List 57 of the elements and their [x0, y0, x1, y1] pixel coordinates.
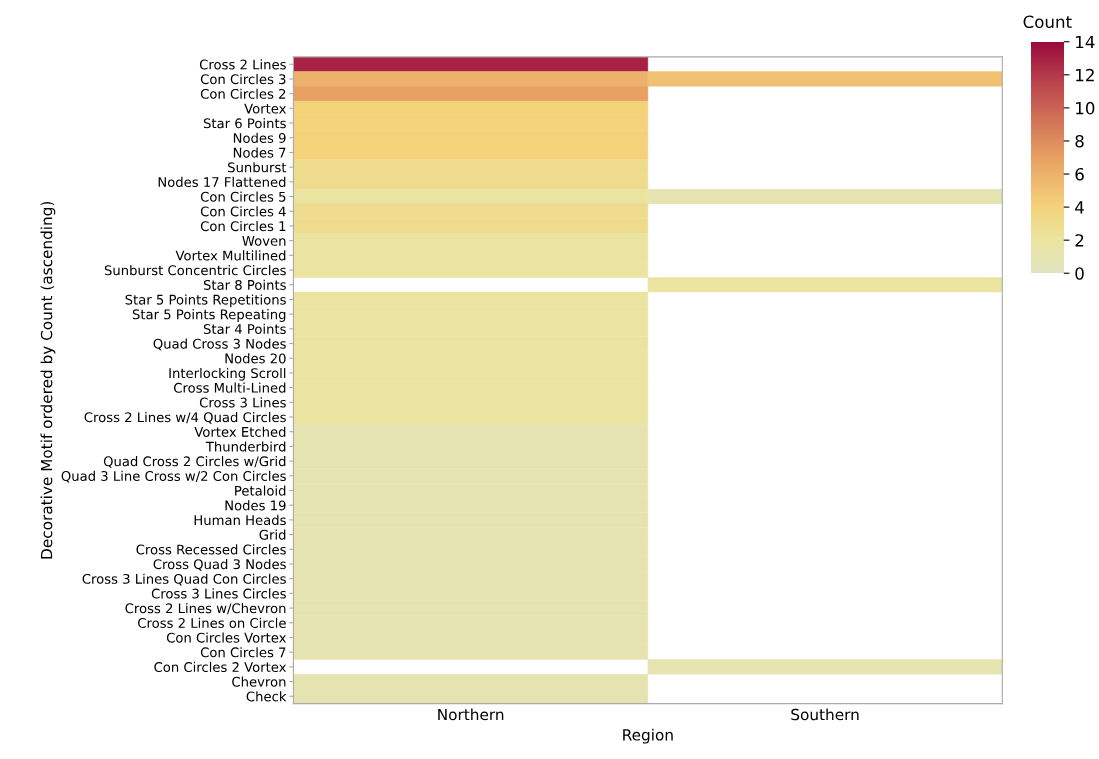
y-tick-label: Con Circles 1	[200, 220, 286, 232]
y-tick-label: Human Heads	[194, 514, 286, 526]
y-tick-label: Vortex Multilined	[175, 250, 286, 261]
y-tick-label: Star 8 Points	[203, 279, 286, 290]
y-tick-label: Nodes 9	[233, 132, 286, 143]
x-tick-label: Northern	[438, 708, 504, 721]
color-bar-label: 2	[1075, 234, 1084, 247]
color-bar-label: 0	[1075, 267, 1084, 280]
y-tick-label: Interlocking Scroll	[169, 367, 286, 381]
y-tick-label: Vortex Etched	[194, 426, 286, 437]
x-tick-label: Southern	[791, 708, 859, 721]
color-bar-label: 12	[1076, 68, 1094, 82]
y-tick-label: Quad Cross 3 Nodes	[153, 338, 286, 351]
y-axis-title: Decorative Motif ordered by Count (ascending)	[40, 201, 56, 559]
y-tick-label: Nodes 7	[233, 147, 286, 158]
y-tick-label: Con Circles 3	[200, 73, 286, 85]
y-tick-label: Cross 3 Lines	[199, 397, 286, 408]
y-tick-label: Vortex	[244, 103, 287, 114]
color-bar-label: 4	[1075, 201, 1084, 214]
color-bar-label: 8	[1075, 134, 1084, 148]
y-tick-label: Star 4 Points	[203, 323, 286, 335]
y-tick-label: Con Circles Vortex	[166, 632, 287, 643]
color-bar-label: 10	[1076, 101, 1095, 115]
y-tick-label: Cross 2 Lines	[199, 59, 286, 70]
y-tick-label: Cross 2 Lines w/Chevron	[125, 603, 286, 615]
y-tick-label: Con Circles 2	[200, 88, 286, 99]
y-tick-label: Con Circles 5	[200, 191, 286, 202]
y-tick-label: Check	[246, 691, 287, 702]
y-tick-label: Star 6 Points	[203, 118, 286, 129]
y-tick-label: Star 5 Points Repeating	[132, 309, 286, 322]
y-tick-label: Star 5 Points Repetitions	[125, 294, 286, 308]
y-tick-label: Cross Multi-Lined	[173, 382, 286, 393]
x-axis-title: Region	[623, 728, 673, 744]
y-tick-label: Con Circles 7	[200, 647, 286, 658]
y-tick-label: Quad 3 Line Cross w/2 Con Circles	[61, 470, 286, 483]
y-tick-label: Cross 2 Lines w/4 Quad Circles	[84, 411, 286, 424]
y-tick-label: Petaloid	[235, 485, 286, 496]
y-tick-label: Con Circles 4	[200, 206, 286, 217]
color-bar-label: 14	[1076, 35, 1095, 49]
y-tick-label: Thunderbird	[205, 441, 286, 452]
y-tick-label: Sunburst	[228, 162, 287, 173]
color-bar-label: 6	[1075, 167, 1084, 181]
y-tick-label: Cross 3 Lines Quad Con Circles	[82, 573, 286, 586]
y-tick-label: Sunburst Concentric Circles	[104, 265, 286, 276]
color-bar-title: Count	[1023, 15, 1072, 29]
y-tick-label: Chevron	[232, 676, 286, 687]
y-tick-label: Cross 2 Lines on Circle	[138, 617, 286, 628]
y-tick-label: Woven	[242, 236, 286, 246]
y-tick-label: Quad Cross 2 Circles w/Grid	[103, 456, 286, 468]
y-tick-label: Nodes 17 Flattened	[158, 176, 286, 188]
y-tick-label: Nodes 19	[225, 500, 286, 511]
y-tick-label: Cross Quad 3 Nodes	[153, 558, 286, 571]
y-tick-label: Nodes 20	[225, 353, 286, 364]
y-tick-label: Cross 3 Lines Circles	[151, 588, 286, 599]
y-tick-label: Con Circles 2 Vortex	[154, 661, 287, 673]
y-tick-label: Cross Recessed Circles	[136, 544, 286, 555]
y-tick-label: Grid	[259, 529, 286, 540]
